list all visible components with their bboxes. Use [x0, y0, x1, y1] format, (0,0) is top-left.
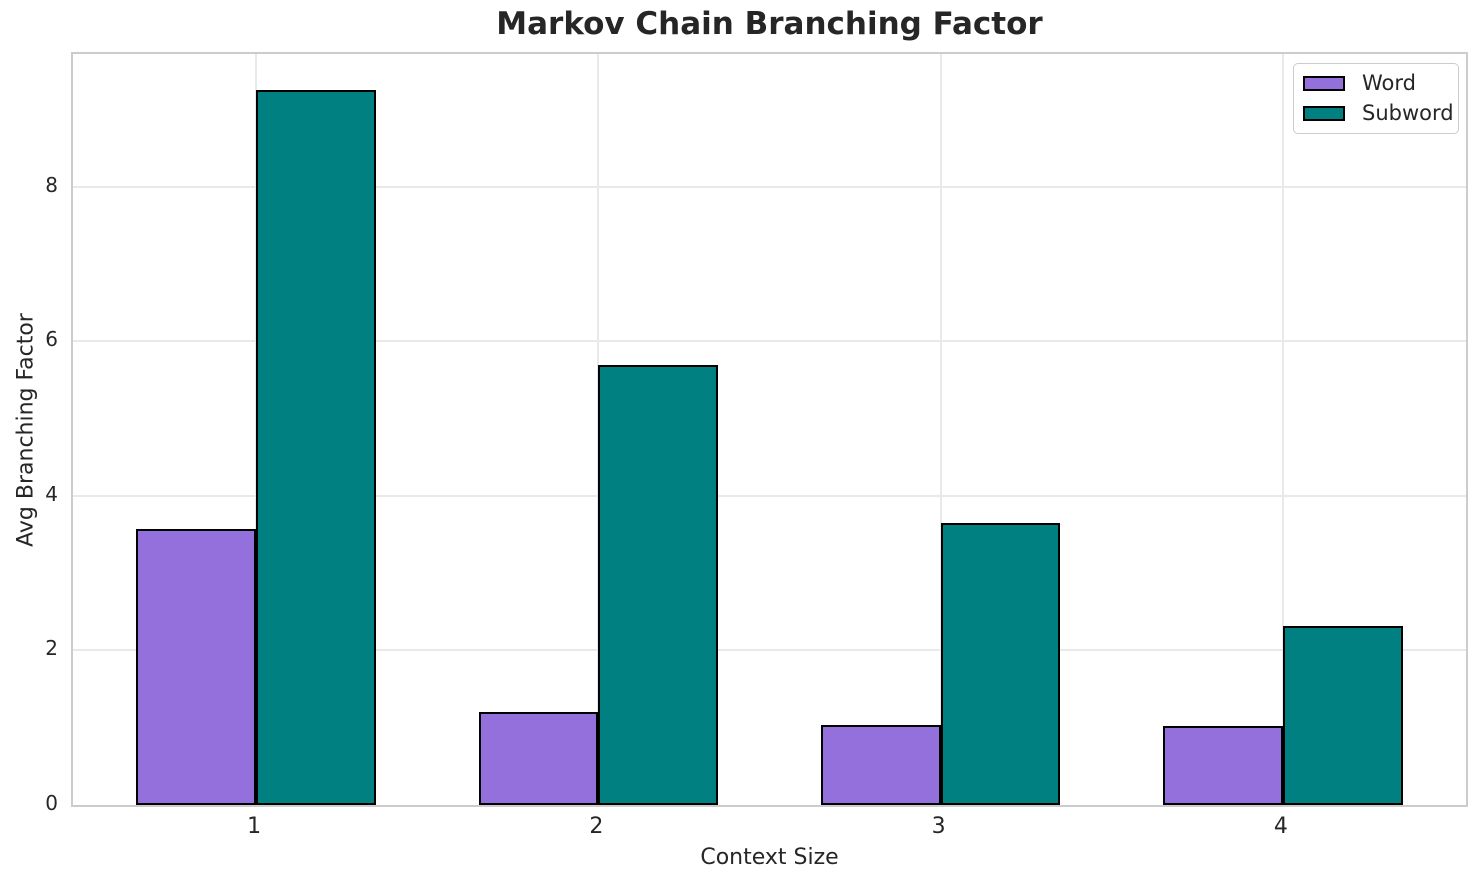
legend: Word Subword: [1293, 63, 1459, 134]
plot-area: [71, 52, 1468, 807]
x-gridline: [939, 54, 942, 805]
subword-series-swatch: [1303, 106, 1345, 121]
y-gridline: [73, 185, 1466, 188]
bar-word-3: [820, 725, 941, 805]
y-gridline: [73, 494, 1466, 497]
x-axis-label: Context Size: [700, 845, 839, 870]
y-tick-label: 8: [45, 172, 58, 197]
legend-item-word: Word: [1303, 70, 1449, 97]
legend-label-subword: Subword: [1362, 101, 1454, 125]
bar-word-1: [136, 529, 257, 805]
bar-subword-2: [598, 365, 719, 805]
x-gridline: [1281, 54, 1284, 805]
bar-subword-4: [1282, 625, 1403, 805]
y-tick-label: 2: [45, 636, 58, 661]
legend-label-word: Word: [1362, 71, 1416, 95]
word-series-swatch: [1303, 76, 1345, 91]
bar-word-4: [1163, 726, 1283, 805]
bar-word-2: [478, 711, 599, 805]
chart-title: Markov Chain Branching Factor: [496, 6, 1043, 42]
x-tick-label: 2: [589, 814, 604, 839]
bar-subword-3: [940, 522, 1061, 805]
y-tick-label: 6: [45, 327, 58, 352]
y-gridline: [73, 649, 1466, 652]
x-tick-label: 3: [931, 814, 946, 839]
legend-item-subword: Subword: [1303, 100, 1454, 127]
y-gridline: [73, 340, 1466, 343]
x-tick-label: 1: [247, 814, 262, 839]
x-tick-label: 4: [1273, 814, 1288, 839]
y-tick-label: 0: [45, 791, 58, 815]
y-tick-label: 4: [45, 481, 58, 506]
bar-subword-1: [256, 89, 376, 805]
